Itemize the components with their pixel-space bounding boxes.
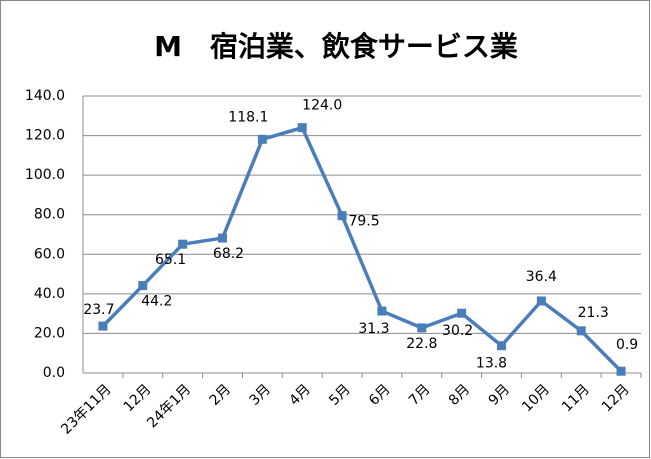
point-marker: [178, 239, 188, 249]
y-tick-label: 100.0: [25, 167, 65, 183]
point-marker: [576, 326, 586, 336]
y-tick-label: 20.0: [34, 325, 65, 341]
y-tick-label: 80.0: [34, 207, 65, 223]
point-marker: [536, 296, 546, 306]
series-line: [101, 125, 623, 373]
data-label: 68.2: [213, 246, 244, 262]
point-marker: [257, 134, 267, 144]
y-tick-label: 120.0: [25, 128, 65, 144]
point-marker: [457, 308, 467, 318]
point-marker: [616, 366, 626, 376]
data-label: 118.1: [228, 109, 268, 125]
y-tick-label: 40.0: [34, 286, 65, 302]
y-tick-label: 140.0: [25, 88, 65, 104]
y-tick-label: 0.0: [43, 365, 65, 381]
y-tick-label: 60.0: [34, 246, 65, 262]
data-label: 44.2: [141, 294, 172, 310]
point-marker: [337, 211, 347, 221]
data-label: 36.4: [526, 269, 557, 285]
data-label: 30.2: [442, 323, 473, 339]
data-label: 21.3: [578, 305, 609, 321]
data-label: 65.1: [155, 252, 186, 268]
point-marker: [417, 323, 427, 333]
data-label: 23.7: [83, 302, 114, 318]
point-marker: [297, 123, 307, 133]
point-marker: [218, 233, 227, 243]
data-label: 124.0: [302, 98, 342, 114]
data-label: 79.5: [348, 214, 379, 230]
point-marker: [377, 306, 387, 316]
chart-title: M 宿泊業、飲食サービス業: [154, 30, 518, 63]
data-label: 22.8: [406, 336, 437, 352]
point-marker: [98, 321, 108, 331]
data-label: 13.8: [476, 356, 507, 372]
point-marker: [138, 281, 148, 291]
point-marker: [497, 341, 506, 351]
data-label: 0.9: [616, 337, 638, 353]
data-label: 31.3: [358, 321, 389, 337]
